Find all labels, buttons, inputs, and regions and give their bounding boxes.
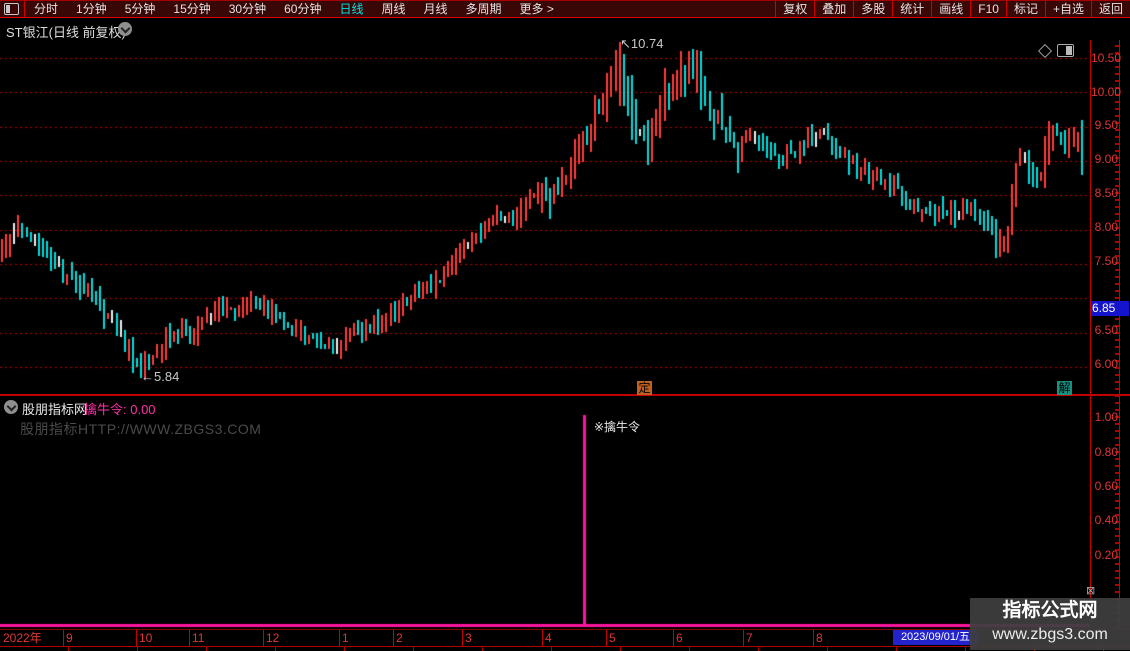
f10-button[interactable]: F10 (970, 1, 1006, 17)
month-separator (136, 630, 137, 646)
draw-line-button[interactable]: 画线 (931, 1, 970, 17)
chart-title: ST银江(日线 前复权) (6, 25, 126, 40)
axis-border-left (1090, 40, 1091, 600)
min60-button[interactable]: 60分钟 (284, 2, 322, 16)
indicator-axis-label: 0.60 (1094, 479, 1118, 493)
monthly-button[interactable]: 月线 (423, 2, 448, 16)
toolbar-divider (24, 1, 25, 17)
price-axis-label: 8.50 (1094, 186, 1118, 200)
site-logo: 指标公式网 www.zbgs3.com (970, 598, 1130, 650)
month-separator (462, 630, 463, 646)
chevron-down-icon[interactable] (118, 22, 132, 36)
month-separator (339, 630, 340, 646)
price-axis-label: 8.00 (1094, 220, 1118, 234)
candlestick-chart (0, 40, 1090, 394)
bottom-clipped-row (0, 646, 1130, 651)
min15-button[interactable]: 15分钟 (173, 2, 211, 16)
spike-label: ※擒牛令 (594, 420, 641, 434)
panel-divider[interactable] (0, 394, 1130, 396)
action-toolbar: 复权 叠加 多股 统计 画线 F10 标记 +自选 返回 (775, 1, 1130, 17)
month-separator (63, 630, 64, 646)
restore-icon[interactable]: ⊠ (1086, 585, 1096, 597)
statistics-button[interactable]: 统计 (892, 1, 931, 17)
overlay-button[interactable]: 叠加 (814, 1, 853, 17)
split-window-icon[interactable] (4, 3, 19, 15)
add-watchlist-button[interactable]: +自选 (1044, 1, 1091, 17)
low-arrow-icon: ← (141, 369, 154, 384)
indicator-chart (0, 397, 1090, 629)
month-label: 3 (465, 631, 472, 645)
month-label: 1 (342, 631, 349, 645)
month-label: 10 (139, 631, 153, 645)
chart-title-bar: ST银江(日线 前复权) (0, 19, 1130, 59)
month-separator (542, 630, 543, 646)
price-axis-label: 10.50 (1091, 51, 1122, 65)
indicator-axis-label: 1.00 (1094, 410, 1118, 424)
unlock-badge[interactable]: 解 (1057, 381, 1072, 395)
month-label: 8 (816, 631, 823, 645)
month-label: 2 (396, 631, 403, 645)
last-price-badge: 6.85 (1091, 301, 1129, 316)
month-label: 2022年 (3, 631, 42, 645)
month-separator (263, 630, 264, 646)
daily-button[interactable]: 日线 (339, 2, 364, 16)
top-toolbar: 分时 1分钟 5分钟 15分钟 30分钟 60分钟 日线 周线 月线 多周期 更多 > 复权 叠加 多股… (0, 0, 1130, 18)
month-separator (393, 630, 394, 646)
month-label: 9 (66, 631, 73, 645)
price-axis-label: 6.00 (1094, 357, 1118, 371)
price-axis-label: 6.50 (1094, 323, 1118, 337)
pin-badge[interactable]: 定 (637, 381, 652, 395)
high-annotation: ↖10.74 (620, 36, 663, 52)
month-label: 5 (609, 631, 616, 645)
month-separator (743, 630, 744, 646)
timeshare-button[interactable]: 分时 (34, 2, 59, 16)
month-separator (813, 630, 814, 646)
back-button[interactable]: 返回 (1090, 1, 1130, 17)
month-separator (189, 630, 190, 646)
adjust-rights-button[interactable]: 复权 (775, 1, 814, 17)
low-value: 5.84 (154, 369, 180, 384)
indicator-axis-label: 0.20 (1094, 548, 1118, 562)
high-value: 10.74 (630, 36, 664, 51)
month-label: 7 (746, 631, 753, 645)
month-separator (673, 630, 674, 646)
month-label: 11 (192, 631, 205, 645)
multi-stock-button[interactable]: 多股 (853, 1, 892, 17)
price-axis-label: 9.50 (1094, 118, 1118, 132)
min30-button[interactable]: 30分钟 (228, 2, 267, 16)
price-axis-label: 7.50 (1094, 254, 1118, 268)
low-annotation: ←5.84 (141, 369, 179, 384)
min1-button[interactable]: 1分钟 (76, 2, 107, 16)
site-logo-title: 指标公式网 (1002, 600, 1098, 621)
more-button[interactable]: 更多 > (519, 2, 554, 16)
axis-border-right (1119, 40, 1120, 629)
high-arrow-icon: ↖ (620, 36, 631, 51)
period-toolbar: 分时 1分钟 5分钟 15分钟 30分钟 60分钟 日线 周线 月线 多周期 更多 > (0, 1, 563, 17)
price-axis-label: 9.00 (1094, 152, 1118, 166)
indicator-axis-label: 0.80 (1094, 445, 1118, 459)
axis-tick-marks (1115, 40, 1119, 629)
current-date-badge: 2023/09/01/五 (893, 630, 978, 645)
month-separator (606, 630, 607, 646)
price-axis-label: 10.00 (1091, 85, 1122, 99)
multi-period-button[interactable]: 多周期 (465, 2, 502, 16)
month-label: 12 (266, 631, 280, 645)
site-logo-url: www.zbgs3.com (992, 626, 1108, 643)
date-axis: 2023/09/01/五 2022年 9 10 11 12 1 2 3 4 5 6 7 8 (0, 630, 1130, 646)
weekly-button[interactable]: 周线 (381, 2, 406, 16)
month-label: 6 (676, 631, 683, 645)
min5-button[interactable]: 5分钟 (124, 2, 156, 16)
mark-button[interactable]: 标记 (1005, 1, 1045, 17)
month-label: 4 (545, 631, 552, 645)
indicator-axis-label: 0.40 (1094, 513, 1118, 527)
date-axis-top-border (0, 629, 1130, 630)
